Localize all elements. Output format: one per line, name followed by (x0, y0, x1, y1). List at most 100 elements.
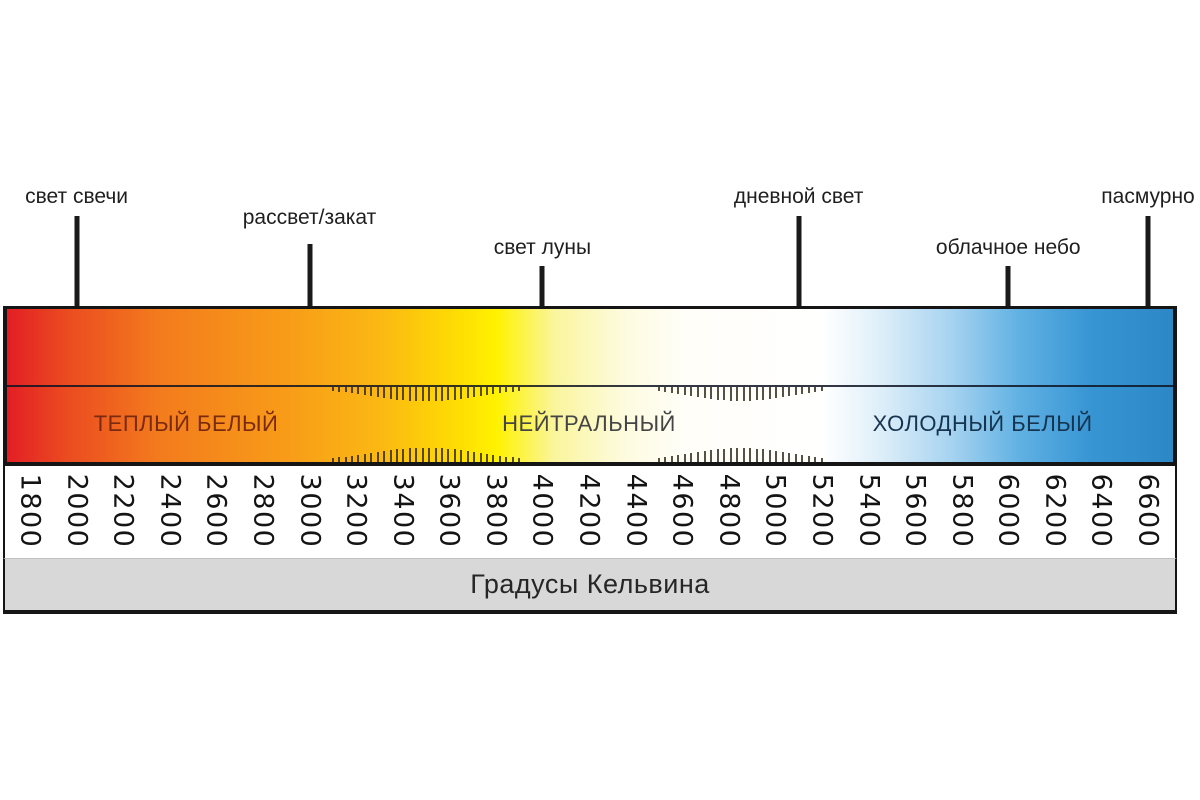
transition-tick (351, 455, 354, 462)
transition-tick (389, 387, 392, 399)
transition-tick (363, 387, 366, 396)
transition-tick (428, 448, 431, 462)
transition-tick (479, 452, 482, 462)
transition-tick (415, 448, 418, 462)
transition-tick (344, 387, 347, 393)
kelvin-axis-band: Градусы Кельвина (3, 558, 1177, 614)
scale-number: 6000 (992, 473, 1024, 549)
transition-tick (670, 387, 673, 393)
transition-tick (820, 458, 823, 462)
zone-label: ХОЛОДНЫЙ БЕЛЫЙ (872, 411, 1093, 436)
transition-tick (447, 448, 450, 462)
transition-tick (775, 387, 778, 399)
transition-tick (485, 387, 488, 396)
transition-tick (357, 387, 360, 395)
marker-stem (1145, 216, 1151, 348)
transition-tick (331, 387, 334, 391)
transition-tick (370, 387, 373, 397)
transition-tick (479, 387, 482, 397)
transition-tick (755, 448, 758, 462)
zone-label: ТЕПЛЫЙ БЕЛЫЙ (93, 411, 279, 436)
transition-tick (657, 458, 660, 462)
scale-number: 4200 (573, 473, 605, 549)
transition-tick (421, 387, 424, 401)
transition-tick (344, 456, 347, 462)
transition-tick (683, 387, 686, 395)
transition-tick (664, 457, 667, 462)
marker-stem (796, 216, 802, 348)
transition-tick (485, 453, 488, 462)
scale-number: 2600 (200, 473, 232, 549)
transition-tick (794, 387, 797, 395)
transition-tick (794, 454, 797, 462)
marker-stem (307, 244, 312, 348)
scale-number: 4800 (713, 473, 745, 549)
transition-tick (775, 450, 778, 462)
scale-number: 2400 (154, 473, 186, 549)
scale-number: 3800 (480, 473, 512, 549)
transition-tick (447, 387, 450, 401)
transition-tick (670, 456, 673, 462)
transition-tick (664, 387, 667, 392)
scale-number: 3000 (294, 473, 325, 549)
scale-number: 4400 (620, 473, 652, 549)
transition-tick (357, 454, 360, 462)
scale-number: 2000 (61, 473, 93, 549)
transition-tick (460, 450, 463, 462)
transition-tick (408, 448, 411, 462)
transition-tick (331, 458, 334, 462)
transition-tick (690, 387, 693, 396)
scale-number: 3600 (433, 473, 465, 549)
transition-tick (370, 452, 373, 462)
transition-tick (683, 454, 686, 462)
transition-tick (762, 449, 765, 462)
transition-tick (788, 387, 791, 396)
transition-tick (716, 449, 719, 462)
scale-number: 1800 (14, 473, 46, 549)
transition-tick (723, 448, 726, 462)
transition-tick (710, 387, 713, 400)
transition-tick (723, 387, 726, 401)
transition-tick (505, 456, 508, 462)
transition-tick (703, 387, 706, 399)
scale-number: 2200 (107, 473, 139, 549)
transition-tick (434, 448, 437, 462)
scale-number: 5600 (899, 473, 931, 549)
transition-tick (736, 387, 739, 401)
transition-tick (801, 455, 804, 462)
transition-tick (396, 387, 399, 400)
marker-label: облачное небо (935, 236, 1081, 259)
transition-tick (402, 387, 405, 401)
scale-number: 4600 (666, 473, 698, 549)
transition-tick (807, 456, 810, 462)
scale-number: 3400 (387, 473, 419, 549)
scale-number: 5400 (853, 473, 884, 549)
marker-label: рассвет/закат (242, 206, 377, 229)
transition-tick (677, 455, 680, 462)
transition-tick (736, 448, 739, 462)
transition-tick (505, 387, 508, 393)
transition-tick (396, 449, 399, 462)
transition-tick (460, 387, 463, 399)
scale-number: 5200 (806, 473, 838, 549)
transition-tick (338, 457, 341, 462)
scale-number: 6600 (1132, 473, 1164, 549)
scale-number: 2800 (247, 473, 279, 549)
transition-tick (814, 457, 817, 462)
transition-tick (729, 387, 732, 401)
transition-tick (511, 457, 514, 462)
transition-tick (820, 387, 823, 391)
transition-tick (518, 458, 521, 462)
marker-label: свет луны (493, 236, 592, 259)
transition-tick (415, 387, 418, 401)
transition-tick (697, 387, 699, 398)
transition-tick (749, 448, 752, 462)
transition-tick (511, 387, 514, 392)
transition-tick (434, 387, 437, 401)
transition-tick (338, 387, 341, 392)
scale-number: 5000 (759, 473, 791, 549)
transition-tick (690, 452, 693, 462)
marker-label: дневной свет (733, 185, 864, 208)
transition-tick (801, 387, 804, 394)
